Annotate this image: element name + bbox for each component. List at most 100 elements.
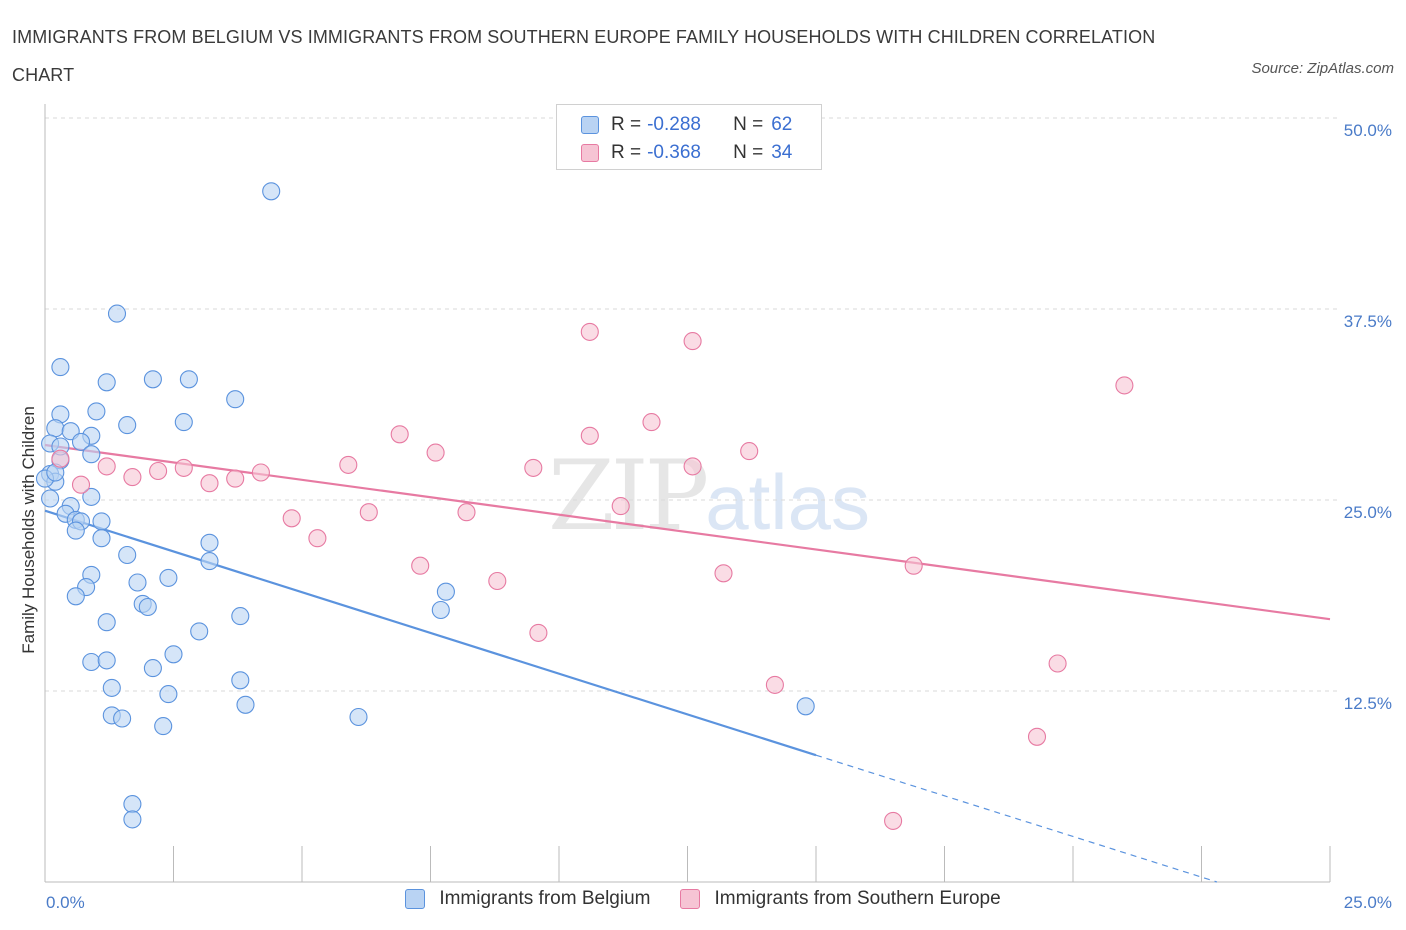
stats-row-belgium: R = -0.288 N = 62: [581, 111, 792, 139]
point-belgium: [107, 304, 127, 323]
r-value: -0.368: [647, 142, 701, 163]
source-label: Source: ZipAtlas.com: [1251, 60, 1394, 77]
point-southern-europe: [251, 463, 270, 482]
point-southern-europe: [411, 556, 430, 575]
point-southern-europe: [457, 503, 476, 522]
point-belgium: [41, 489, 60, 508]
point-southern-europe: [714, 564, 733, 583]
point-belgium: [190, 622, 209, 641]
y-axis-label: Family Households with Children: [19, 406, 38, 654]
point-belgium: [436, 582, 455, 601]
y-tick-label: 50.0%: [1344, 121, 1392, 140]
point-southern-europe: [71, 475, 91, 494]
point-belgium: [92, 512, 111, 531]
watermark-zip: ZIP: [548, 440, 709, 552]
point-belgium: [262, 182, 281, 201]
point-belgium: [71, 432, 91, 451]
point-belgium: [226, 390, 245, 409]
stats-row-southern-europe: R = -0.368 N = 34: [581, 139, 792, 167]
point-southern-europe: [123, 468, 142, 487]
legend-label: Immigrants from Belgium: [439, 888, 651, 909]
series-legend: Immigrants from Belgium Immigrants from …: [0, 888, 1406, 910]
point-southern-europe: [174, 458, 193, 477]
point-belgium: [118, 545, 137, 565]
point-southern-europe: [488, 571, 507, 591]
point-belgium: [51, 358, 70, 377]
point-belgium: [138, 597, 157, 617]
point-belgium: [128, 573, 147, 592]
point-belgium: [123, 795, 142, 814]
n-label: N =: [733, 114, 764, 135]
y-tick-label: 12.5%: [1344, 694, 1392, 713]
y-tick-label: 25.0%: [1344, 503, 1392, 522]
point-southern-europe: [1027, 727, 1047, 746]
point-belgium: [159, 685, 178, 704]
point-southern-europe: [642, 413, 661, 432]
point-belgium: [92, 529, 111, 548]
y-tick-label: 37.5%: [1344, 312, 1392, 331]
point-southern-europe: [359, 503, 378, 522]
point-belgium: [66, 521, 85, 540]
point-belgium: [231, 607, 250, 626]
point-belgium: [82, 487, 101, 506]
point-belgium: [97, 613, 116, 632]
point-belgium: [796, 697, 815, 716]
stats-legend: R = -0.288 N = 62 R = -0.368 N = 34: [556, 104, 822, 170]
point-southern-europe: [611, 497, 630, 516]
r-value: -0.288: [647, 114, 701, 135]
point-belgium: [431, 600, 450, 620]
point-southern-europe: [97, 457, 116, 476]
point-southern-europe: [740, 442, 759, 461]
point-belgium: [349, 707, 368, 727]
point-southern-europe: [339, 455, 358, 474]
axis-labels: 50.0% 37.5% 25.0% 12.5% 0.0% 25.0% Family Hous…: [19, 121, 1392, 912]
point-southern-europe: [282, 509, 301, 528]
belgium-swatch: [581, 116, 599, 134]
r-label: R =: [611, 114, 642, 135]
data-points: [35, 182, 1134, 830]
point-southern-europe: [683, 457, 702, 476]
point-southern-europe: [51, 449, 70, 468]
point-belgium: [143, 659, 162, 678]
point-belgium: [123, 810, 142, 829]
point-belgium: [97, 651, 116, 670]
point-southern-europe: [683, 332, 702, 351]
x-tick-label-max: 25.0%: [1344, 893, 1392, 912]
r-label: R =: [611, 142, 642, 163]
point-southern-europe: [884, 811, 903, 830]
point-belgium: [97, 373, 116, 392]
zipatlas-watermark: ZIPatlas: [548, 440, 870, 552]
x-tick-label-min: 0.0%: [46, 893, 85, 912]
point-belgium: [231, 671, 250, 690]
point-southern-europe: [1115, 376, 1134, 395]
point-southern-europe: [524, 458, 543, 477]
point-belgium: [159, 568, 178, 587]
chart-title: IMMIGRANTS FROM BELGIUM VS IMMIGRANTS FR…: [12, 27, 1156, 85]
point-southern-europe: [580, 322, 599, 341]
n-value: 34: [771, 142, 793, 163]
point-belgium: [200, 552, 219, 571]
n-value: 62: [771, 114, 793, 135]
point-southern-europe: [390, 425, 409, 444]
trend-extension-belgium: [815, 754, 1218, 883]
point-belgium: [87, 402, 106, 421]
point-southern-europe: [1048, 654, 1067, 673]
point-southern-europe: [426, 443, 445, 462]
point-belgium: [82, 652, 101, 672]
point-belgium: [236, 695, 255, 714]
legend-item-southern-europe[interactable]: Immigrants from Southern Europe: [680, 888, 1001, 910]
point-belgium: [154, 717, 173, 736]
axes: [44, 104, 1331, 883]
legend-label: Immigrants from Southern Europe: [714, 888, 1001, 909]
point-belgium: [179, 370, 198, 389]
point-belgium: [174, 413, 193, 432]
legend-item-belgium[interactable]: Immigrants from Belgium: [405, 888, 650, 910]
point-belgium: [143, 370, 162, 389]
point-belgium: [113, 709, 132, 728]
point-southern-europe: [904, 556, 923, 575]
belgium-swatch: [405, 889, 426, 909]
point-southern-europe: [580, 426, 599, 445]
point-southern-europe: [529, 623, 548, 642]
trend-lines: [44, 443, 1331, 883]
point-southern-europe: [226, 469, 245, 488]
